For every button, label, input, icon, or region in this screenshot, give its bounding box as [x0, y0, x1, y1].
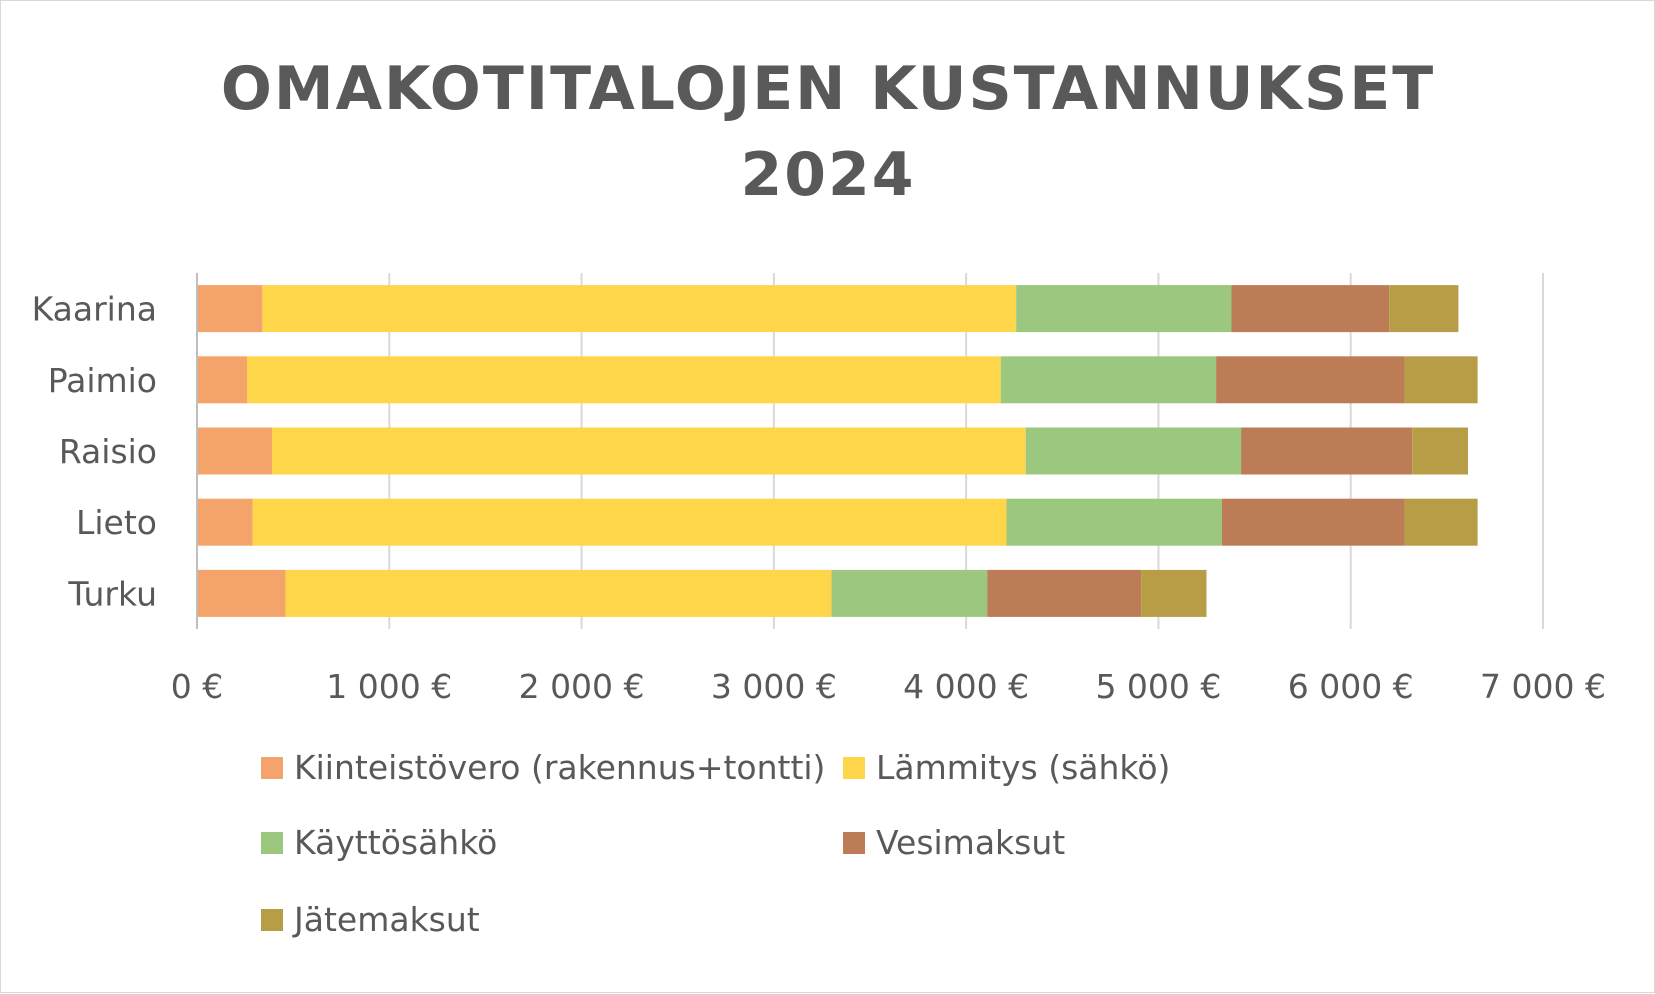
bar-segment: [197, 285, 263, 333]
bar-segment: [1141, 569, 1207, 617]
legend-label: Jätemaksut: [292, 900, 480, 939]
bar-segment: [262, 285, 1017, 333]
chart-subtitle: 2024: [741, 140, 916, 210]
bar-segment: [197, 498, 253, 546]
bar-segment: [1000, 356, 1217, 404]
category-label: Turku: [67, 574, 157, 613]
bars: [197, 285, 1478, 617]
bar-segment: [1006, 498, 1222, 546]
category-label: Kaarina: [32, 290, 157, 329]
legend-swatch: [261, 757, 283, 779]
category-label: Paimio: [48, 361, 157, 400]
bar-segment: [831, 569, 988, 617]
bar-segment: [1404, 498, 1478, 546]
bar-segment: [246, 356, 1001, 404]
x-tick-label: 5 000 €: [1095, 667, 1221, 706]
legend-label: Kiinteistövero (rakennus+tontti): [294, 748, 825, 787]
legend-label: Vesimaksut: [876, 823, 1065, 862]
x-tick-label: 4 000 €: [903, 667, 1029, 706]
bar-segment: [1231, 285, 1390, 333]
bar-segment: [197, 569, 286, 617]
category-label: Lieto: [76, 503, 157, 542]
bar-segment: [1216, 356, 1405, 404]
bar-segment: [252, 498, 1007, 546]
bar-segment: [1016, 285, 1232, 333]
bar-segment: [1221, 498, 1405, 546]
legend-swatch: [261, 832, 283, 854]
bar-segment: [285, 569, 832, 617]
bar-segment: [1389, 285, 1459, 333]
legend-swatch: [843, 832, 865, 854]
legend-swatch: [843, 757, 865, 779]
chart-title: OMAKOTITALOJEN KUSTANNUKSET: [221, 54, 1435, 124]
bar-segment: [271, 427, 1026, 475]
x-tick-label: 6 000 €: [1288, 667, 1414, 706]
x-tick-label: 2 000 €: [519, 667, 645, 706]
x-tick-label: 0 €: [171, 667, 223, 706]
bar-segment: [1412, 427, 1469, 475]
category-labels: Kaarina Paimio Raisio Lieto Turku: [32, 290, 157, 614]
bar-segment: [197, 356, 247, 404]
x-tick-label: 1 000 €: [326, 667, 452, 706]
legend-label: Käyttösähkö: [294, 823, 497, 862]
bar-segment: [197, 427, 272, 475]
bar-segment: [1404, 356, 1478, 404]
legend-label: Lämmitys (sähkö): [876, 748, 1170, 787]
x-tick-label: 3 000 €: [711, 667, 837, 706]
category-label: Raisio: [59, 432, 157, 471]
bar-segment: [1025, 427, 1242, 475]
bar-segment: [1241, 427, 1413, 475]
legend: Kiinteistövero (rakennus+tontti) Lämmitys…: [261, 748, 1170, 939]
legend-swatch: [261, 909, 283, 931]
x-tick-label: 7 000 €: [1480, 667, 1606, 706]
x-tick-labels: 0 € 1 000 € 2 000 € 3 000 € 4 000 € 5 000 € 6 …: [171, 667, 1606, 706]
bar-segment: [987, 569, 1142, 617]
